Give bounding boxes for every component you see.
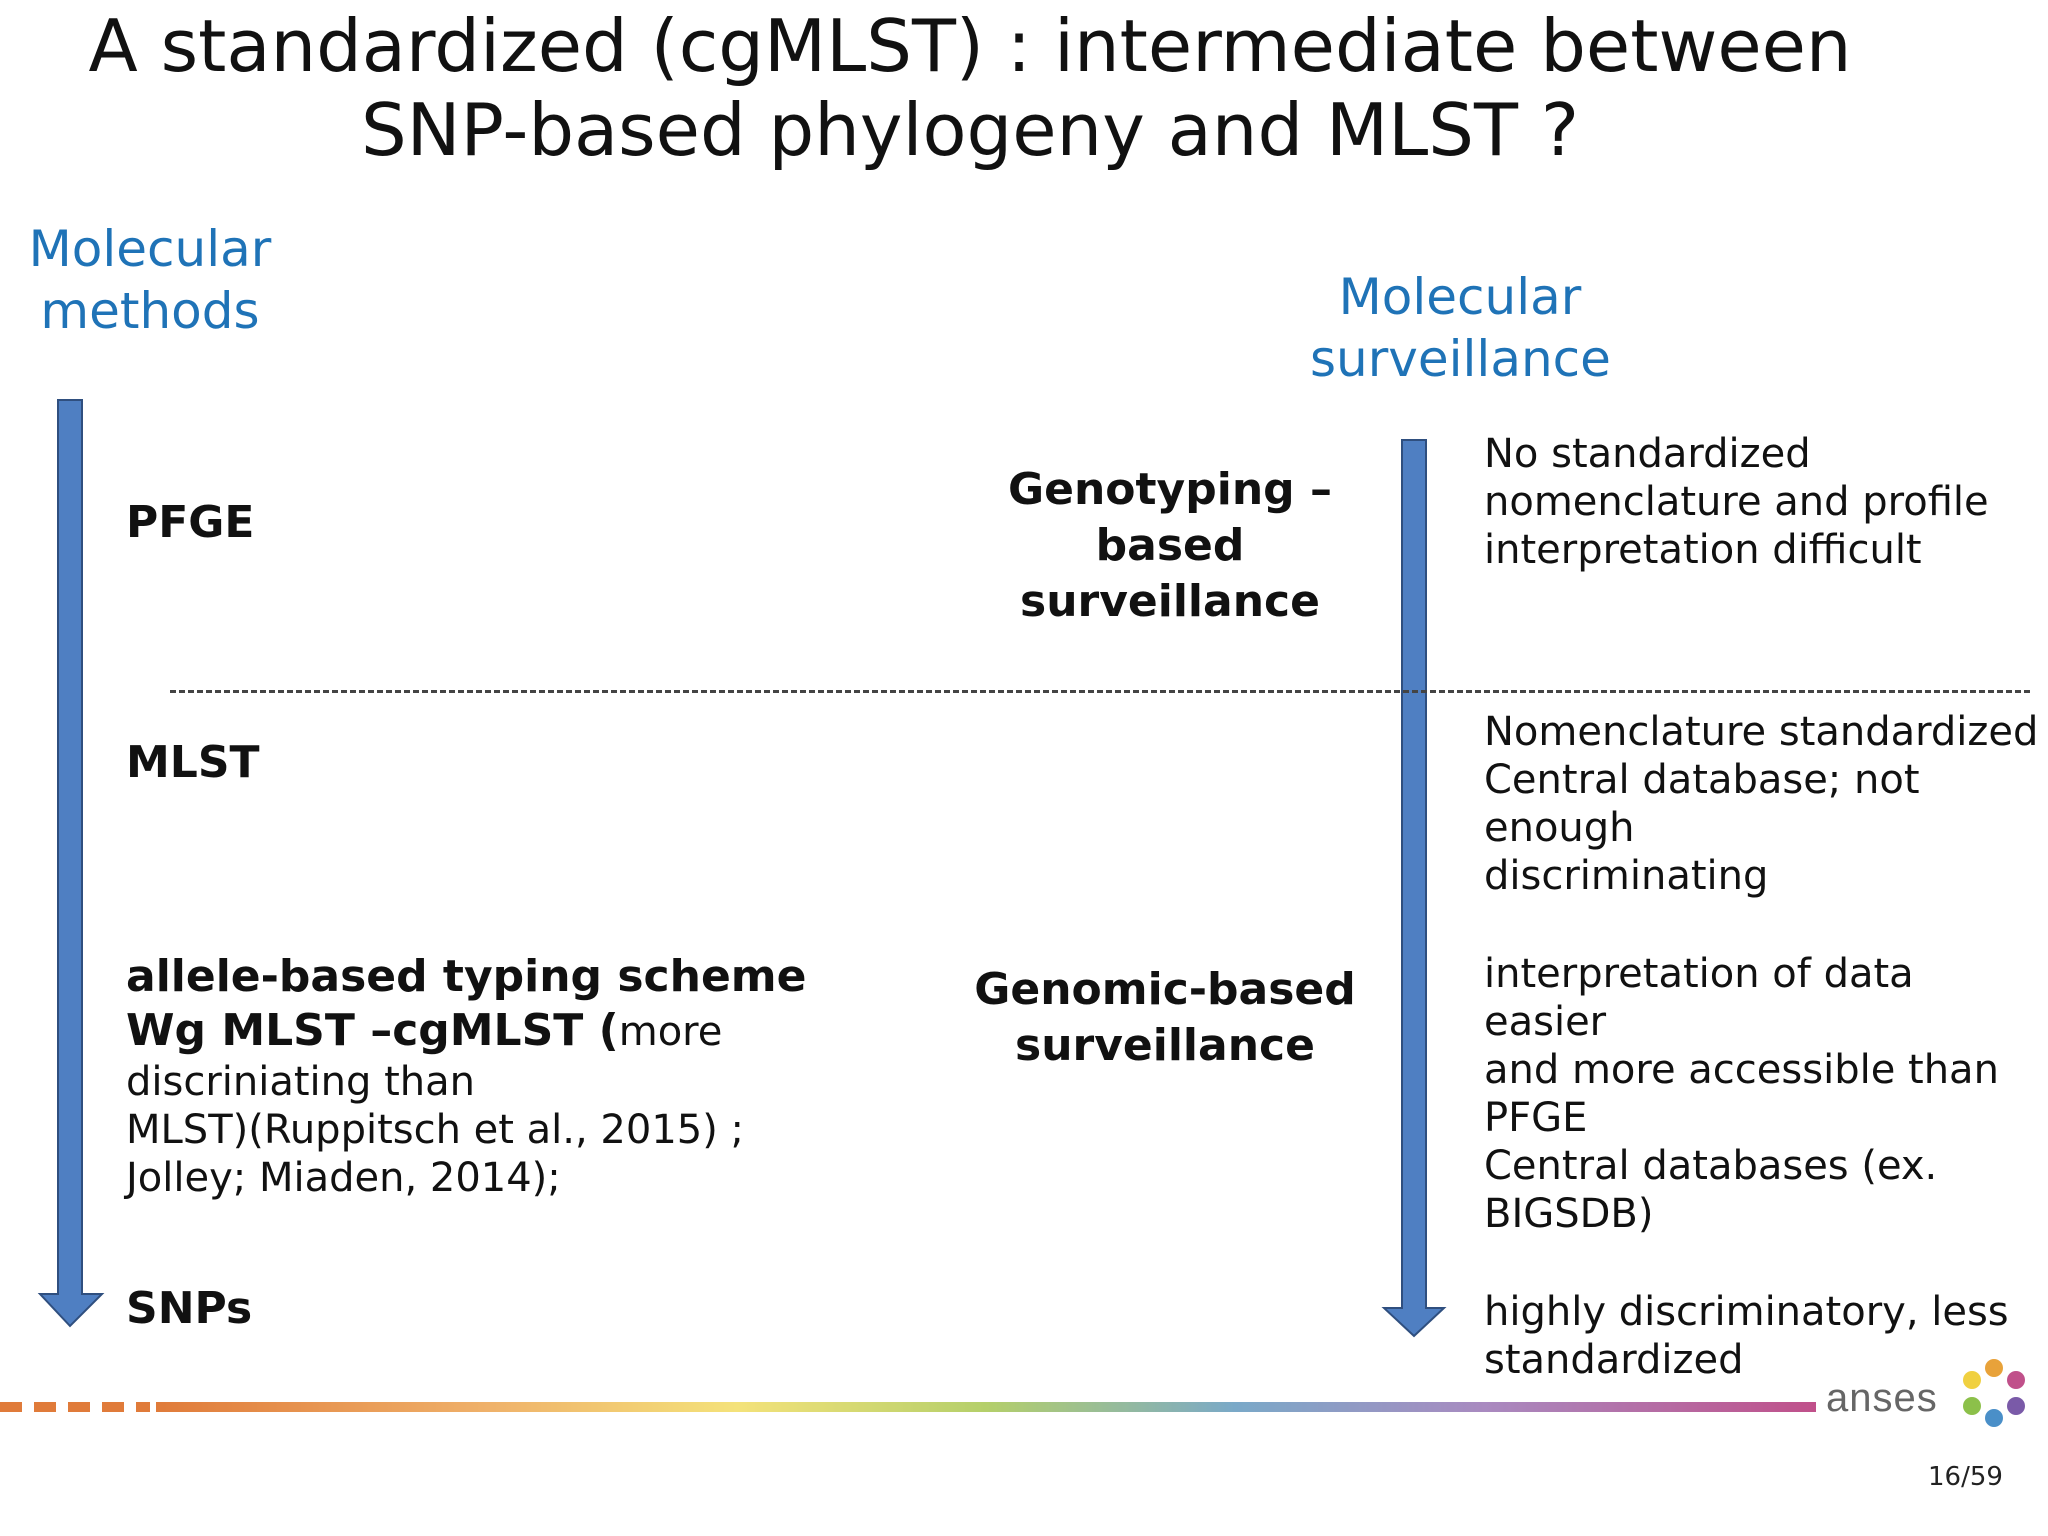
molecular-methods-heading: Molecular methods bbox=[20, 218, 280, 342]
note-line: and more accessible than bbox=[1484, 1047, 1999, 1093]
note-pfge: No standardized nomenclature and profile… bbox=[1484, 430, 1989, 574]
heading-line: surveillance bbox=[1310, 330, 1611, 388]
note-cgmlst: interpretation of data easier and more a… bbox=[1484, 950, 2048, 1238]
down-arrow-icon bbox=[37, 399, 105, 1328]
allele-bold: Wg MLST –cgMLST bbox=[126, 1005, 584, 1056]
note-line: interpretation of data easier bbox=[1484, 951, 1914, 1045]
allele-line-5: Jolley; Miaden, 2014); bbox=[126, 1155, 561, 1201]
method-snps: SNPs bbox=[126, 1283, 253, 1334]
note-line: Nomenclature standardized bbox=[1484, 709, 2039, 755]
note-line: Central databases (ex. bbox=[1484, 1143, 1938, 1189]
note-line: PFGE bbox=[1484, 1095, 1588, 1141]
footer-gradient-bar bbox=[0, 1402, 1816, 1412]
allele-normal: more bbox=[618, 1009, 723, 1055]
method-allele-based: allele-based typing scheme Wg MLST –cgML… bbox=[126, 950, 826, 1202]
note-line: interpretation difficult bbox=[1484, 527, 1922, 573]
surv-line: Genotyping –based bbox=[1008, 464, 1332, 571]
genotyping-based-surveillance: Genotyping –based surveillance bbox=[940, 462, 1400, 630]
separator-line bbox=[170, 690, 2030, 693]
note-line: highly discriminatory, less bbox=[1484, 1289, 2009, 1335]
surv-line: surveillance bbox=[1020, 576, 1320, 627]
title-line-1: A standardized (cgMLST) : intermediate b… bbox=[88, 4, 1852, 88]
genomic-based-surveillance: Genomic-based surveillance bbox=[960, 962, 1370, 1074]
heading-line: Molecular bbox=[28, 220, 272, 278]
note-line: standardized bbox=[1484, 1337, 1744, 1383]
surv-line: surveillance bbox=[1015, 1020, 1315, 1071]
title-line-2: SNP-based phylogeny and MLST ? bbox=[360, 88, 1580, 172]
page-number: 16/59 bbox=[1928, 1462, 2003, 1492]
allele-line-4: MLST)(Ruppitsch et al., 2015) ; bbox=[126, 1107, 745, 1153]
heading-line: methods bbox=[40, 282, 260, 340]
note-line: No standardized bbox=[1484, 431, 1811, 477]
down-arrow-icon bbox=[1381, 439, 1447, 1338]
allele-line-1: allele-based typing scheme bbox=[126, 951, 807, 1002]
note-line: nomenclature and profile bbox=[1484, 479, 1989, 525]
note-line: discriminating bbox=[1484, 853, 1769, 899]
allele-line-3: discriniating than bbox=[126, 1059, 476, 1105]
surv-line: Genomic-based bbox=[974, 964, 1356, 1015]
allele-line-2: Wg MLST –cgMLST (more bbox=[126, 1004, 826, 1058]
molecular-surveillance-heading: Molecular surveillance bbox=[1310, 266, 1611, 390]
note-mlst: Nomenclature standardized Central databa… bbox=[1484, 708, 2048, 900]
anses-logo-icon bbox=[1963, 1359, 2025, 1427]
note-line: Central database; not enough bbox=[1484, 757, 1920, 851]
note-snps: highly discriminatory, less standardized bbox=[1484, 1288, 2009, 1384]
allele-paren: ( bbox=[583, 1005, 619, 1056]
method-mlst: MLST bbox=[126, 737, 260, 788]
anses-logo-text: anses bbox=[1826, 1376, 1938, 1420]
heading-line: Molecular bbox=[1338, 268, 1582, 326]
note-line: BIGSDB) bbox=[1484, 1191, 1654, 1237]
slide-title: A standardized (cgMLST) : intermediate b… bbox=[0, 4, 1940, 172]
method-pfge: PFGE bbox=[126, 497, 255, 548]
